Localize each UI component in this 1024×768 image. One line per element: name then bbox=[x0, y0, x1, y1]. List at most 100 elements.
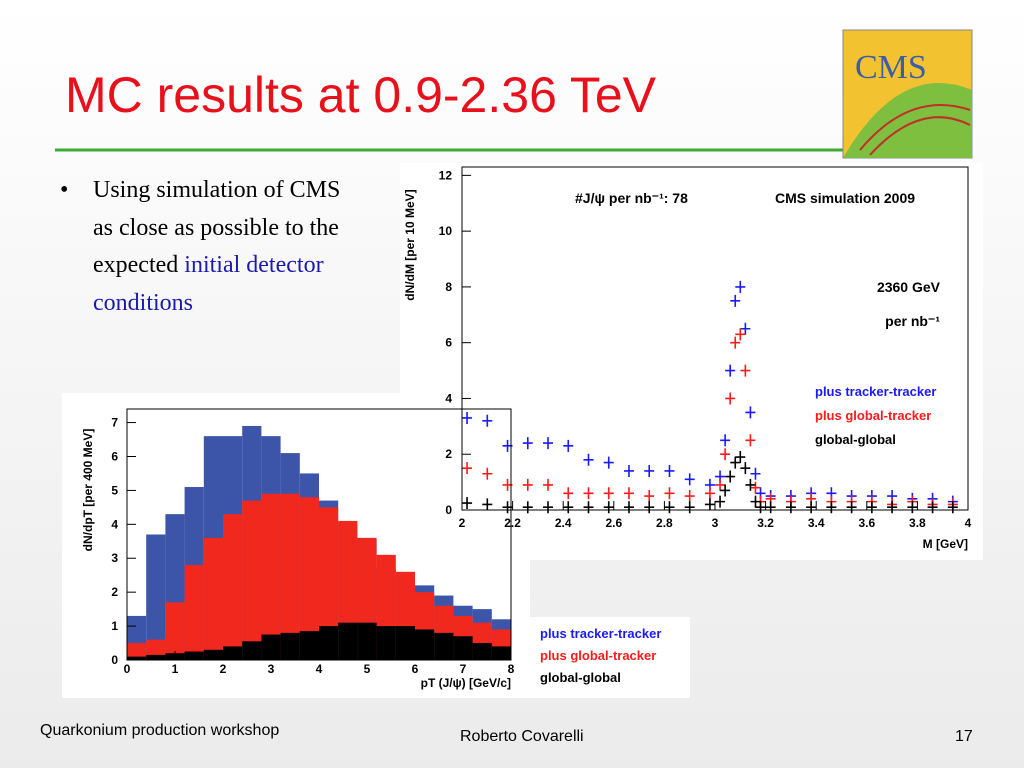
histogram-bar bbox=[242, 641, 262, 660]
data-point bbox=[750, 495, 761, 508]
data-point bbox=[927, 501, 938, 514]
y-tick-label: 2 bbox=[445, 447, 452, 461]
data-point bbox=[684, 473, 695, 486]
annotation: 2360 GeV bbox=[877, 279, 941, 295]
logo-shape bbox=[843, 82, 972, 158]
data-point bbox=[715, 495, 726, 508]
x-tick-label: 8 bbox=[508, 662, 515, 676]
data-point bbox=[725, 364, 736, 377]
x-tick-label: 2.8 bbox=[656, 516, 673, 530]
bullet: Using simulation of CMS as close as poss… bbox=[60, 172, 355, 322]
annotation: per nb⁻¹ bbox=[885, 313, 940, 329]
data-point bbox=[543, 478, 554, 491]
data-point bbox=[644, 464, 655, 477]
histogram-bar bbox=[203, 649, 223, 660]
histogram-bar bbox=[280, 632, 300, 660]
histogram-bar bbox=[165, 602, 185, 660]
data-point bbox=[583, 453, 594, 466]
y-tick-label: 3 bbox=[111, 551, 118, 565]
page-number: 17 bbox=[955, 728, 973, 745]
x-tick-label: 4 bbox=[965, 516, 972, 530]
legend-entry: plus global-tracker bbox=[815, 408, 931, 423]
data-point bbox=[482, 414, 493, 427]
data-point bbox=[947, 501, 958, 514]
histogram-bar bbox=[453, 636, 473, 660]
data-point bbox=[735, 451, 746, 464]
data-point bbox=[543, 501, 554, 514]
data-point bbox=[482, 467, 493, 480]
x-tick-label: 3 bbox=[712, 516, 719, 530]
y-tick-label: 5 bbox=[111, 483, 118, 497]
histogram-bar bbox=[223, 514, 243, 660]
data-point bbox=[684, 490, 695, 503]
histogram-bar bbox=[280, 493, 300, 660]
histogram-bar bbox=[203, 537, 223, 660]
data-point bbox=[826, 501, 837, 514]
data-point bbox=[846, 501, 857, 514]
data-point bbox=[740, 364, 751, 377]
y-tick-label: 2 bbox=[111, 585, 118, 599]
x-tick-label: 2.2 bbox=[504, 516, 521, 530]
histogram-bar bbox=[127, 643, 147, 660]
footer-left: Quarkonium production workshop bbox=[40, 722, 279, 739]
data-point bbox=[745, 406, 756, 419]
y-tick-label: 7 bbox=[111, 416, 118, 430]
data-point bbox=[462, 497, 473, 510]
data-point bbox=[522, 501, 533, 514]
histogram-bar bbox=[184, 565, 204, 660]
data-point bbox=[725, 392, 736, 405]
data-point bbox=[583, 487, 594, 500]
x-tick-label: 7 bbox=[460, 662, 467, 676]
data-point bbox=[623, 487, 634, 500]
data-point bbox=[522, 478, 533, 491]
bullet-text: Using simulation of CMS as close as poss… bbox=[93, 177, 341, 278]
data-point bbox=[735, 328, 746, 341]
y-tick-label: 12 bbox=[439, 168, 453, 182]
data-point bbox=[887, 501, 898, 514]
data-point bbox=[745, 434, 756, 447]
data-point bbox=[482, 498, 493, 511]
x-tick-label: 3.8 bbox=[909, 516, 926, 530]
histogram-bar bbox=[299, 497, 319, 660]
y-tick-label: 6 bbox=[445, 336, 452, 350]
data-point bbox=[664, 487, 675, 500]
data-point bbox=[720, 434, 731, 447]
x-tick-label: 3 bbox=[268, 662, 275, 676]
legend-entry: global-global bbox=[815, 432, 896, 447]
data-point bbox=[720, 448, 731, 461]
data-point bbox=[866, 501, 877, 514]
data-point bbox=[720, 484, 731, 497]
y-tick-label: 10 bbox=[439, 224, 453, 238]
data-point bbox=[755, 501, 766, 514]
data-point bbox=[907, 501, 918, 514]
y-tick-label: 8 bbox=[445, 280, 452, 294]
data-point bbox=[462, 462, 473, 475]
x-tick-label: 4 bbox=[316, 662, 323, 676]
x-tick-label: 3.2 bbox=[757, 516, 774, 530]
data-point bbox=[644, 490, 655, 503]
y-tick-label: 4 bbox=[111, 517, 118, 531]
data-point bbox=[806, 501, 817, 514]
data-point bbox=[543, 437, 554, 450]
histogram-bar bbox=[357, 622, 377, 660]
data-point bbox=[664, 501, 675, 514]
x-tick-label: 2 bbox=[220, 662, 227, 676]
data-point bbox=[563, 501, 574, 514]
data-point bbox=[664, 464, 675, 477]
legend-entry: plus tracker-tracker bbox=[540, 626, 661, 641]
histogram-bar bbox=[434, 632, 454, 660]
data-point bbox=[735, 280, 746, 293]
title: MC results at 0.9-2.36 TeV bbox=[65, 67, 657, 123]
data-point bbox=[603, 487, 614, 500]
histogram-bar bbox=[491, 646, 511, 660]
data-point bbox=[563, 487, 574, 500]
legend-entry: plus global-tracker bbox=[540, 648, 656, 663]
x-tick-label: 5 bbox=[364, 662, 371, 676]
x-tick-label: 0 bbox=[124, 662, 131, 676]
histogram-bar bbox=[472, 643, 492, 660]
x-tick-label: 3.6 bbox=[858, 516, 875, 530]
data-point bbox=[745, 478, 756, 491]
histogram-bar bbox=[338, 622, 358, 660]
y-tick-label: 6 bbox=[111, 449, 118, 463]
